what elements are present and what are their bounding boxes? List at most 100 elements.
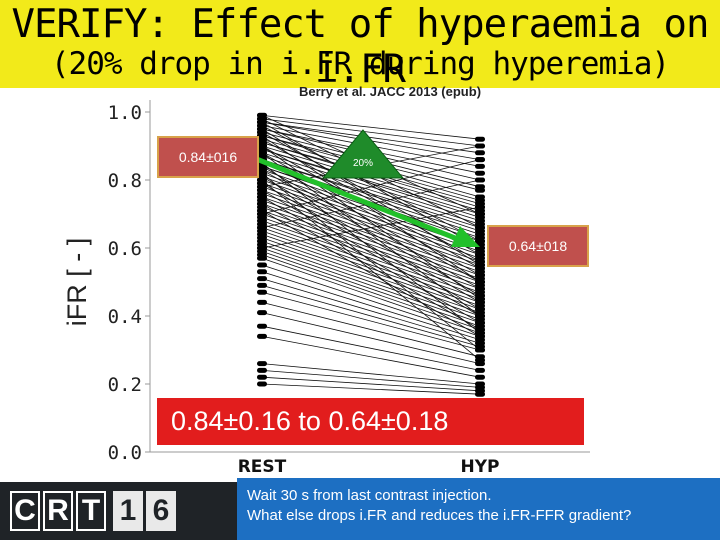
patient-line <box>261 234 481 310</box>
patient-line <box>261 264 481 337</box>
y-tick-label: 1.0 <box>108 102 142 124</box>
patient-line <box>261 193 481 269</box>
patient-line <box>261 121 481 154</box>
patient-line <box>261 176 481 303</box>
data-point <box>475 252 485 258</box>
data-point <box>475 211 485 217</box>
data-point <box>257 282 267 288</box>
patient-line <box>261 278 481 344</box>
data-point <box>257 187 267 193</box>
patient-line <box>261 217 481 293</box>
patient-line <box>261 159 481 215</box>
patient-line <box>261 302 481 358</box>
chart-overlay <box>251 129 480 247</box>
y-tick-label: 0.2 <box>108 374 142 396</box>
patient-line <box>261 121 481 249</box>
patient-line <box>261 169 481 296</box>
patient-line <box>261 179 481 361</box>
data-point <box>475 272 485 278</box>
data-point <box>257 255 267 261</box>
patient-line <box>261 240 481 317</box>
patient-line <box>261 155 481 225</box>
data-point <box>257 194 267 200</box>
data-point <box>257 361 267 367</box>
patient-line <box>261 237 481 313</box>
data-point <box>257 174 267 180</box>
footer-note: Wait 30 s from last contrast injection. … <box>237 478 720 540</box>
data-point <box>475 143 485 149</box>
patient-line <box>261 220 481 296</box>
data-point <box>475 333 485 339</box>
data-point <box>257 262 267 268</box>
data-point <box>257 299 267 305</box>
patient-line <box>261 145 481 300</box>
data-point <box>257 208 267 214</box>
patient-line <box>261 291 481 351</box>
patient-line <box>261 247 481 324</box>
data-point <box>475 265 485 271</box>
trend-arrow-head <box>451 226 480 247</box>
data-point <box>475 391 485 397</box>
patient-line <box>261 189 481 317</box>
data-point <box>257 136 267 142</box>
patient-line <box>261 200 481 276</box>
slide-title: VERIFY: Effect of hyperaemia on i.FR <box>11 2 710 92</box>
data-point <box>257 276 267 282</box>
patient-line <box>261 159 481 283</box>
data-point <box>475 187 485 193</box>
data-point <box>257 201 267 207</box>
data-point <box>475 170 485 176</box>
patient-line <box>261 251 481 327</box>
patient-line <box>261 370 481 388</box>
data-point <box>475 204 485 210</box>
logo-letter: C <box>10 491 40 531</box>
patient-line <box>261 162 481 334</box>
slide-subtitle: (20% drop in i.FR during hyperemia) <box>50 46 670 82</box>
patient-line <box>261 383 481 395</box>
chart-axes: 0.0 0.2 0.4 0.6 0.8 1.0 REST HYP iFR [ - ] <box>62 100 590 477</box>
data-point <box>475 313 485 319</box>
drop-percent-label: 20% <box>352 158 373 169</box>
patient-line <box>261 363 481 385</box>
summary-box: 0.84±0.16 to 0.64±0.18 <box>157 398 584 445</box>
patient-line <box>261 254 481 330</box>
patient-line <box>261 135 481 283</box>
data-point <box>257 333 267 339</box>
patient-line <box>261 138 481 262</box>
data-point <box>257 150 267 156</box>
patient-line <box>261 244 481 320</box>
patient-line <box>261 203 481 330</box>
data-point <box>475 163 485 169</box>
patient-line <box>261 336 481 378</box>
drop-triangle <box>321 129 405 179</box>
data-point <box>257 245 267 251</box>
patient-line <box>261 271 481 341</box>
patient-line <box>261 118 481 147</box>
x-tick-label: HYP <box>461 457 500 477</box>
patient-line <box>261 213 481 290</box>
patient-line <box>261 186 481 262</box>
data-point <box>475 238 485 244</box>
data-point <box>257 116 267 122</box>
note-line-2: What else drops i.FR and reduces the i.F… <box>247 507 632 524</box>
data-point <box>475 347 485 353</box>
data-point <box>257 180 267 186</box>
data-point <box>475 367 485 373</box>
patient-line <box>261 230 481 307</box>
trend-arrow-shaft <box>251 155 458 241</box>
crt16-logo: C R T 1 6 <box>0 482 240 540</box>
patient-line <box>261 203 481 279</box>
data-point <box>257 143 267 149</box>
y-tick-label: 0.4 <box>108 306 142 328</box>
data-point <box>475 157 485 163</box>
data-point <box>257 310 267 316</box>
patient-line <box>261 376 481 392</box>
data-point <box>475 279 485 285</box>
patient-line <box>261 172 481 351</box>
logo-letter: 6 <box>146 491 176 531</box>
patient-line <box>261 196 481 324</box>
data-point <box>475 293 485 299</box>
data-point <box>257 269 267 275</box>
patient-line <box>261 257 481 334</box>
data-point <box>257 225 267 231</box>
